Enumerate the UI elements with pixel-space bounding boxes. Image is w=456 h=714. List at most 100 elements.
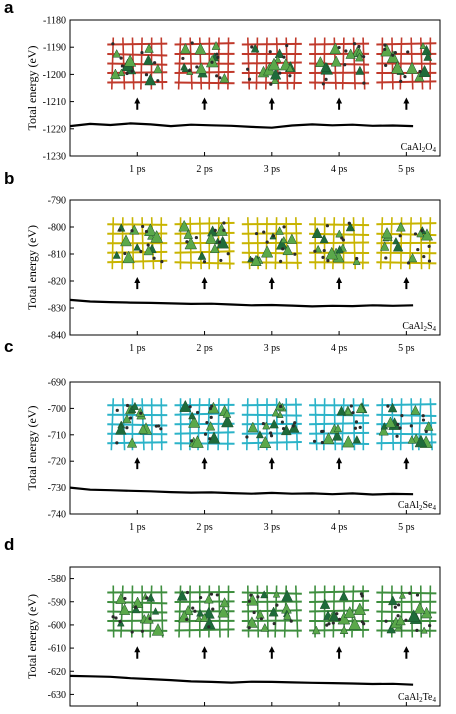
structure-polyhedron — [183, 604, 194, 616]
structure-polyhedron — [414, 434, 428, 448]
structure-atom — [145, 596, 149, 600]
panel-b: b -790 -800 -810 -820 -830 -840 1 ps 2 ps 3 ps 4 p… — [4, 169, 441, 354]
structure-bond — [241, 413, 302, 417]
structure-atom — [427, 244, 431, 248]
panel-letter: d — [4, 535, 14, 554]
structure-polyhedron — [144, 223, 157, 237]
structure-atom — [362, 622, 366, 626]
structure-bond — [256, 398, 260, 451]
structure-atom — [111, 615, 115, 619]
panel-letter: c — [4, 337, 13, 356]
structure-bond — [309, 241, 370, 245]
structure-polyhedron — [328, 610, 340, 621]
structure-atom — [271, 234, 276, 238]
structure-bond — [309, 81, 370, 85]
structure-polyhedron — [379, 241, 390, 251]
y-tick-label: -600 — [48, 620, 66, 631]
structure-bond — [255, 37, 259, 90]
structure-atom — [416, 247, 420, 252]
structure-atom — [421, 418, 426, 422]
structure-atom — [281, 247, 285, 251]
structure-bond — [389, 217, 393, 270]
structure-atom — [160, 260, 164, 264]
structure-polyhedron — [378, 425, 389, 436]
y-tick-label: -1180 — [43, 16, 66, 27]
structure-polyhedron — [423, 421, 434, 431]
structure-polyhedron — [280, 235, 288, 243]
structure-polyhedron — [151, 607, 160, 615]
structure-atom — [337, 617, 342, 621]
formula-subscript: 2 — [422, 146, 426, 154]
structure-atom — [130, 229, 134, 233]
y-tick-label: -690 — [48, 378, 66, 389]
structure-polyhedron — [407, 435, 416, 444]
panel-a: a -1180 -1190 -1200 -1210 -1220 -1230 1 ps 2 ps 3… — [4, 0, 441, 175]
formula-element: CaAl — [402, 321, 423, 332]
structure-atom — [415, 593, 420, 597]
y-tick-label: -790 — [48, 196, 66, 207]
formula-subscript: 2 — [423, 325, 427, 333]
formula-subscript: 4 — [433, 146, 437, 154]
structure-atom — [275, 603, 279, 607]
structure-atom — [383, 43, 387, 47]
up-arrow-head — [201, 276, 208, 283]
structure-polyhedron — [272, 590, 281, 598]
structure-atom — [358, 425, 362, 429]
structure-polyhedron — [405, 61, 419, 74]
structure-atom — [207, 625, 211, 629]
compound-formula: CaAl2Se4 — [398, 500, 437, 512]
structure-polyhedron — [322, 432, 335, 445]
structure-polyhedron — [330, 55, 342, 67]
structure-polyhedron — [283, 611, 292, 620]
structure-polyhedron — [387, 402, 398, 413]
structure-atom — [208, 437, 212, 441]
structure-polyhedron — [274, 55, 282, 63]
structure-bond — [309, 223, 370, 227]
structure-polyhedron — [178, 219, 190, 232]
structure-bond — [376, 413, 437, 418]
structure-atom — [279, 259, 283, 263]
structure-atom — [427, 259, 432, 263]
structure-atom — [395, 434, 399, 438]
structure-bond — [266, 585, 269, 638]
structure-atom — [326, 259, 330, 263]
structure-polyhedron — [355, 65, 365, 75]
structure-polyhedron — [260, 622, 270, 632]
structure-atom — [125, 403, 130, 408]
structure-atom — [125, 71, 129, 76]
structure-bond — [380, 398, 384, 451]
structure-atom — [320, 440, 324, 445]
structure-polyhedron — [179, 399, 192, 412]
structure-atom — [159, 427, 163, 431]
structure-polyhedron — [188, 411, 197, 420]
structure-atom — [144, 73, 149, 77]
formula-element: CaAl — [401, 142, 422, 153]
up-arrow-head — [336, 276, 343, 283]
structure-atom — [146, 243, 150, 247]
structure-atom — [354, 420, 359, 424]
structure-atom — [384, 63, 388, 68]
structure-atom — [268, 50, 272, 54]
structure-polyhedron — [275, 226, 284, 235]
structure-polyhedron — [195, 62, 207, 74]
structure-atom — [321, 82, 325, 86]
structure-atom — [335, 612, 339, 616]
structure-polyhedron — [286, 233, 298, 244]
structure-bond — [376, 251, 437, 255]
structure-atom — [413, 232, 418, 236]
structure-polyhedron — [335, 244, 344, 254]
structure-atom — [194, 235, 198, 240]
structure-bond — [362, 37, 366, 90]
structure-polyhedron — [131, 604, 141, 614]
structure-atom — [216, 55, 220, 59]
structure-bond — [149, 585, 153, 638]
formula-element: Se — [423, 500, 434, 511]
panel-c: c -690 -700 -710 -720 -730 -740 1 ps 2 ps 3 ps 4 p… — [4, 337, 441, 533]
formula-element: CaAl — [398, 692, 419, 703]
structure-bond — [241, 251, 302, 255]
structure-polyhedron — [195, 614, 203, 622]
structure-atom — [211, 607, 215, 611]
formula-subscript: 4 — [433, 504, 437, 512]
structure-bond — [285, 217, 288, 270]
structure-polyhedron — [123, 54, 137, 67]
